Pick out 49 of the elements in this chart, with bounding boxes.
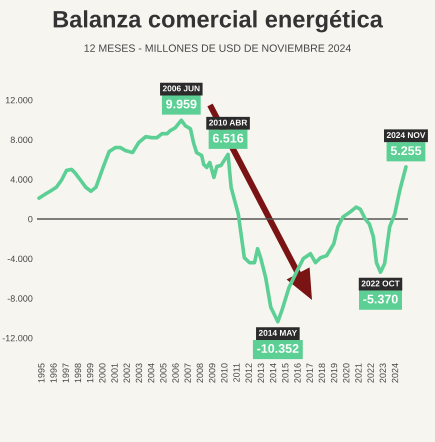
data-label: -5.370 bbox=[363, 294, 398, 304]
chart-subtitle: 12 MESES - MILLONES DE USD DE NOVIEMBRE 2024 bbox=[84, 44, 351, 52]
x-tick-label: 2024 bbox=[392, 363, 398, 383]
x-tick-label: 2000 bbox=[99, 363, 106, 383]
y-tick-label: 4.000 bbox=[10, 176, 32, 183]
chart-title: Balanza comercial energética bbox=[54, 10, 384, 32]
data-label: 9.959 bbox=[166, 100, 196, 108]
x-tick-label: 1996 bbox=[50, 363, 57, 382]
y-tick-label: 8.000 bbox=[10, 136, 32, 144]
x-tick-label: 2004 bbox=[148, 363, 154, 383]
x-tick-label: 2009 bbox=[208, 363, 216, 383]
x-tick-label: 2014 bbox=[270, 363, 276, 383]
x-tick-label: 2017 bbox=[306, 363, 313, 383]
data-label: -10.352 bbox=[257, 344, 299, 353]
x-tick-label: 2005 bbox=[160, 363, 167, 383]
annotation: 2022 OCT bbox=[362, 280, 400, 286]
x-tick-label: 1995 bbox=[38, 363, 45, 382]
x-tick-label: 2019 bbox=[330, 363, 338, 383]
annotation: 2014 MAY bbox=[258, 330, 298, 336]
x-tick-label: 2022 bbox=[367, 363, 374, 383]
x-tick-label: 2015 bbox=[282, 363, 288, 383]
annotation: 2010 ABR bbox=[209, 120, 248, 126]
x-tick-label: 2008 bbox=[196, 363, 204, 383]
x-tick-label: 2016 bbox=[294, 363, 301, 383]
y-tick-label: -4.000 bbox=[8, 256, 32, 262]
y-tick-label: 12.000 bbox=[6, 96, 32, 104]
x-tick-label: 2013 bbox=[258, 363, 264, 383]
x-tick-label: 2007 bbox=[184, 363, 191, 383]
x-tick-label: 1997 bbox=[62, 363, 69, 382]
x-tick-label: 2010 bbox=[221, 363, 228, 383]
x-tick-label: 2018 bbox=[318, 363, 326, 383]
x-tick-label: 2001 bbox=[111, 363, 118, 383]
x-tick-label: 2002 bbox=[124, 363, 130, 383]
y-tick-label: -8.000 bbox=[8, 295, 32, 302]
x-tick-label: 2003 bbox=[136, 363, 142, 383]
x-tick-label: 2011 bbox=[233, 363, 240, 382]
y-tick-label: -12.000 bbox=[2, 334, 32, 342]
data-label: 5.255 bbox=[390, 146, 422, 156]
x-tick-label: 2021 bbox=[355, 363, 362, 383]
x-tick-label: 2012 bbox=[245, 363, 252, 383]
text: 2006 JUN bbox=[162, 85, 200, 92]
x-tick-label: 2006 bbox=[172, 363, 179, 383]
x-tick-label: 2020 bbox=[343, 363, 350, 383]
annotation: 2024 NOV bbox=[386, 132, 426, 138]
x-tick-label: 2023 bbox=[380, 363, 386, 383]
x-tick-label: 1998 bbox=[74, 363, 82, 382]
x-tick-label: 1999 bbox=[86, 363, 94, 382]
y-tick-label: 0 bbox=[28, 216, 32, 222]
data-label: 6.516 bbox=[212, 134, 244, 143]
